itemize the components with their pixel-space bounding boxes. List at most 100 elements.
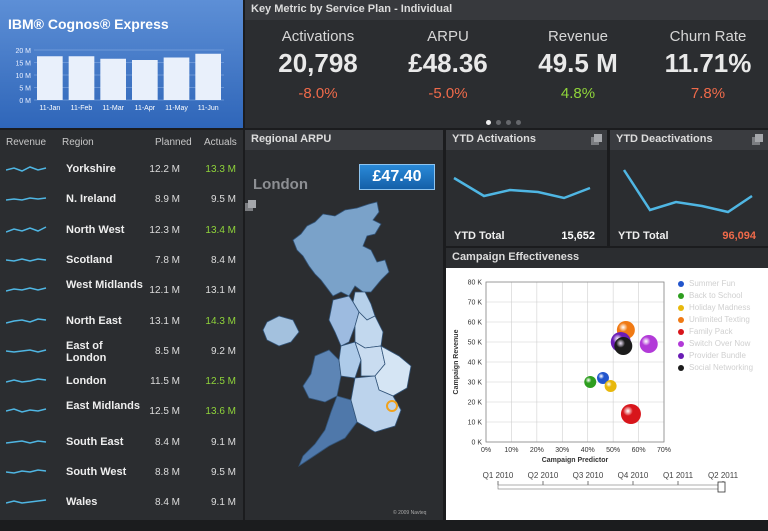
legend-item[interactable]: Unlimited Texting	[678, 314, 753, 326]
actual-value: 9.5 M	[210, 467, 236, 478]
ytd-activations-panel: YTD Activations YTD Total 15,652	[446, 130, 607, 246]
planned-value: 8.4 M	[154, 497, 180, 509]
bubble-summer-fun[interactable]	[596, 372, 609, 384]
table-row[interactable]: Yorkshire 12.2 M 13.3 M	[0, 154, 243, 184]
map-marker-london[interactable]	[386, 400, 398, 412]
mini-bar[interactable]	[68, 56, 95, 100]
table-row[interactable]: North East 13.1 M 14.3 M	[0, 306, 243, 336]
mini-bar[interactable]	[37, 56, 63, 100]
y-tick-label: 60 K	[468, 320, 483, 327]
legend-item[interactable]: Provider Bundle	[678, 350, 753, 362]
legend-label: Provider Bundle	[689, 351, 746, 360]
map-region-north-west[interactable]	[328, 295, 360, 347]
ytd-deactivations-title-text: YTD Deactivations	[616, 133, 713, 145]
timeline-label: Q2 2011	[708, 471, 739, 480]
plot-border	[485, 281, 665, 443]
campaign-effectiveness-panel: Campaign Effectiveness 0 K 10 K 20 K 30 K 40…	[446, 248, 768, 520]
map-copyright: © 2009 Navteq	[393, 510, 427, 516]
legend-swatch	[678, 329, 684, 335]
planned-value: 12.3 M	[149, 224, 180, 236]
mini-y-tick: 10 M	[15, 73, 31, 80]
map-region-wales[interactable]	[302, 349, 342, 403]
page-dot[interactable]	[496, 120, 501, 125]
bubble-back-to-school[interactable]	[584, 376, 597, 388]
bubble-holiday-madness[interactable]	[604, 380, 617, 392]
regional-arpu-title: Regional ARPU	[245, 130, 443, 211]
regional-arpu-title-text: Regional ARPU	[251, 133, 332, 145]
bubble-social-networking[interactable]	[614, 337, 633, 355]
region-name: North West	[66, 223, 125, 236]
key-metric-panel: Key Metric by Service Plan - Individual …	[245, 0, 768, 128]
planned-value: 12.5 M	[149, 406, 180, 418]
uk-map[interactable]	[245, 200, 443, 512]
table-row[interactable]: Wales 8.4 M 9.1 M	[0, 487, 243, 517]
legend-label: Summer Fun	[689, 279, 736, 288]
table-row[interactable]: East of London 8.5 M 9.2 M	[0, 336, 243, 366]
revenue-sparkline	[6, 317, 47, 324]
table-row[interactable]: South West 8.8 M 9.5 M	[0, 457, 243, 487]
page-dots[interactable]	[486, 112, 526, 128]
ytd-activations-title-text: YTD Activations	[452, 133, 536, 145]
region-revenue-table: Revenue Region Planned Actuals Yorkshire…	[0, 130, 243, 520]
col-region: Region	[62, 137, 94, 148]
map-region-south-east[interactable]	[350, 375, 402, 433]
table-row[interactable]: North West 12.3 M 13.4 M	[0, 215, 243, 245]
region-name: South East	[66, 435, 124, 448]
kpi-label: ARPU	[427, 28, 469, 45]
bubble-switch-over-now[interactable]	[639, 335, 658, 353]
y-tick-label: 0 K	[471, 440, 482, 447]
map-region-n-ireland[interactable]	[262, 315, 300, 347]
region-name: North East	[66, 314, 122, 327]
legend-item[interactable]: Family Pack	[678, 326, 753, 338]
maximize-icon[interactable]	[245, 200, 256, 211]
page-dot[interactable]	[486, 120, 491, 125]
mini-bar[interactable]	[163, 57, 190, 101]
planned-value: 7.8 M	[154, 254, 180, 266]
page-dot[interactable]	[506, 120, 511, 125]
planned-value: 12.2 M	[149, 164, 180, 175]
maximize-icon[interactable]	[591, 134, 602, 145]
ytd-deactivations-panel: YTD Deactivations YTD Total 96,094	[610, 130, 768, 246]
x-tick-label: 10%	[504, 447, 518, 454]
mini-bar[interactable]	[132, 60, 158, 100]
legend-item[interactable]: Summer Fun	[678, 278, 753, 290]
legend-item[interactable]: Switch Over Now	[678, 338, 753, 350]
table-row[interactable]: South East 8.4 M 9.1 M	[0, 427, 243, 457]
planned-value: 8.8 M	[154, 467, 180, 478]
mini-x-tick: 11-Apr	[135, 105, 156, 112]
col-revenue: Revenue	[6, 137, 47, 148]
bubble-family-pack[interactable]	[620, 404, 641, 424]
page-dot[interactable]	[516, 120, 521, 125]
table-row[interactable]: London 11.5 M 12.5 M	[0, 366, 243, 396]
legend-item[interactable]: Holiday Madness	[678, 302, 753, 314]
y-tick-label: 50 K	[468, 340, 483, 347]
ytd-deactivations-total-label: YTD Total	[618, 230, 669, 242]
ytd-deactivations-sparkline	[622, 169, 753, 214]
table-row[interactable]: N. Ireland 8.9 M 9.5 M	[0, 184, 243, 214]
ytd-activations-sparkline	[453, 176, 591, 200]
actual-value: 9.1 M	[210, 497, 236, 509]
actual-value: 14.3 M	[205, 315, 236, 327]
timeline-handle[interactable]	[717, 481, 726, 493]
mini-y-tick: 20 M	[15, 48, 31, 55]
table-row[interactable]: Scotland 7.8 M 8.4 M	[0, 245, 243, 275]
table-row[interactable]: East Midlands 12.5 M 13.6 M	[0, 396, 243, 426]
revenue-sparkline	[6, 439, 47, 444]
revenue-sparkline	[6, 499, 47, 505]
planned-value: 12.1 M	[149, 285, 180, 297]
region-name: West Midlands	[66, 279, 143, 292]
table-row[interactable]: West Midlands 12.1 M 13.1 M	[0, 275, 243, 305]
maximize-icon[interactable]	[752, 134, 763, 145]
mini-bar[interactable]	[100, 58, 126, 100]
y-tick-label: 80 K	[468, 280, 483, 287]
y-axis-label: Campaign Revenue	[453, 329, 460, 394]
map-region-scotland[interactable]	[292, 201, 390, 297]
legend-item[interactable]: Back to School	[678, 290, 753, 302]
legend-item[interactable]: Social Networking	[678, 362, 753, 374]
key-metric-title: Key Metric by Service Plan - Individual	[245, 0, 768, 20]
region-name: South West	[66, 466, 127, 478]
region-name: Scotland	[66, 253, 113, 266]
map-region-south-west[interactable]	[298, 395, 358, 468]
mini-bar[interactable]	[195, 53, 221, 100]
legend-label: Family Pack	[689, 327, 733, 336]
